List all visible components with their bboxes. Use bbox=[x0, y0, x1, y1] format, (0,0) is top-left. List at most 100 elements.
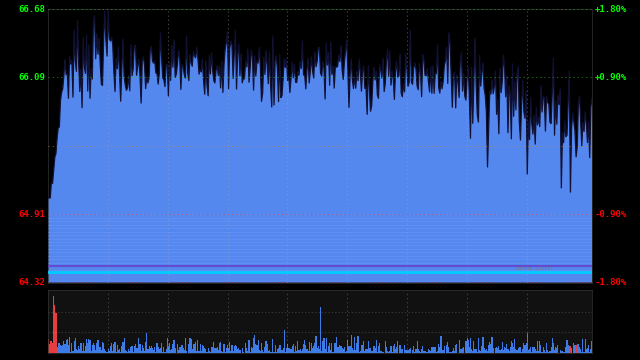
Bar bbox=[312, 348, 313, 353]
Bar bbox=[508, 349, 509, 353]
Bar bbox=[314, 343, 316, 353]
Bar bbox=[53, 296, 54, 353]
Bar bbox=[566, 339, 568, 353]
Bar bbox=[239, 350, 241, 353]
Bar bbox=[414, 352, 415, 353]
Bar bbox=[415, 349, 417, 353]
Bar bbox=[119, 349, 120, 353]
Bar bbox=[404, 345, 405, 353]
Bar bbox=[101, 350, 102, 353]
Bar bbox=[538, 351, 539, 353]
Bar bbox=[389, 351, 390, 353]
Bar bbox=[561, 351, 562, 353]
Bar bbox=[166, 338, 168, 353]
Bar bbox=[484, 350, 486, 353]
Bar bbox=[568, 345, 569, 353]
Bar bbox=[337, 347, 338, 353]
Bar bbox=[230, 351, 232, 353]
Bar bbox=[420, 352, 421, 353]
Bar bbox=[307, 351, 308, 353]
Bar bbox=[339, 345, 340, 353]
Bar bbox=[385, 341, 386, 353]
Bar bbox=[545, 352, 546, 353]
Bar bbox=[333, 343, 335, 353]
Bar bbox=[186, 351, 187, 353]
Bar bbox=[509, 347, 511, 353]
Bar bbox=[125, 350, 126, 353]
Text: sina.com: sina.com bbox=[516, 263, 554, 272]
Bar bbox=[557, 345, 559, 353]
Bar bbox=[380, 351, 381, 353]
Bar bbox=[226, 348, 227, 353]
Bar bbox=[436, 352, 437, 353]
Bar bbox=[59, 343, 60, 353]
Bar bbox=[294, 352, 295, 353]
Bar bbox=[589, 352, 590, 353]
Bar bbox=[189, 338, 191, 353]
Bar bbox=[424, 351, 426, 353]
Bar bbox=[376, 341, 377, 353]
Bar bbox=[87, 343, 88, 353]
Bar bbox=[540, 345, 541, 353]
Bar bbox=[68, 345, 69, 353]
Bar bbox=[356, 343, 358, 353]
Bar bbox=[75, 338, 76, 353]
Bar bbox=[132, 352, 134, 353]
Bar bbox=[286, 348, 287, 353]
Bar bbox=[77, 350, 78, 353]
Bar bbox=[195, 342, 196, 353]
Bar bbox=[71, 343, 72, 353]
Bar bbox=[481, 346, 483, 353]
Bar bbox=[352, 348, 353, 353]
Bar bbox=[54, 306, 56, 353]
Bar bbox=[254, 336, 255, 353]
Bar bbox=[267, 344, 268, 353]
Bar bbox=[522, 349, 524, 353]
Bar bbox=[58, 343, 59, 353]
Bar bbox=[49, 344, 50, 353]
Bar bbox=[449, 352, 451, 353]
Bar bbox=[437, 351, 438, 353]
Bar bbox=[541, 351, 543, 353]
Bar bbox=[198, 351, 200, 353]
Bar bbox=[495, 348, 496, 353]
Bar bbox=[108, 349, 109, 353]
Bar bbox=[408, 349, 410, 353]
Bar bbox=[252, 348, 253, 353]
Bar bbox=[351, 335, 352, 353]
Bar bbox=[546, 343, 547, 353]
Text: -1.80%: -1.80% bbox=[595, 278, 627, 287]
Bar bbox=[238, 348, 239, 353]
Bar bbox=[93, 343, 94, 353]
Bar bbox=[83, 343, 84, 353]
Bar bbox=[429, 350, 430, 353]
Bar bbox=[296, 351, 298, 353]
Bar bbox=[377, 352, 378, 353]
Bar bbox=[317, 346, 319, 353]
Bar bbox=[245, 343, 246, 353]
Bar bbox=[60, 345, 61, 353]
Bar bbox=[321, 351, 323, 353]
Bar bbox=[362, 345, 363, 353]
Bar bbox=[97, 340, 99, 353]
Bar bbox=[530, 347, 531, 353]
Bar bbox=[548, 352, 549, 353]
Bar bbox=[440, 336, 442, 353]
Bar bbox=[573, 343, 574, 353]
Bar bbox=[470, 338, 471, 353]
Bar bbox=[513, 347, 514, 353]
Text: 64.91: 64.91 bbox=[19, 210, 45, 219]
Bar bbox=[304, 340, 305, 353]
Bar bbox=[335, 343, 336, 353]
Bar bbox=[144, 351, 145, 353]
Bar bbox=[471, 348, 472, 353]
Bar bbox=[137, 348, 138, 353]
Bar bbox=[121, 346, 122, 353]
Bar bbox=[506, 343, 508, 353]
Bar bbox=[430, 351, 431, 353]
Text: +1.80%: +1.80% bbox=[595, 5, 627, 14]
Bar bbox=[200, 344, 201, 353]
Bar bbox=[534, 348, 536, 353]
Bar bbox=[62, 345, 63, 353]
Bar bbox=[205, 349, 207, 353]
